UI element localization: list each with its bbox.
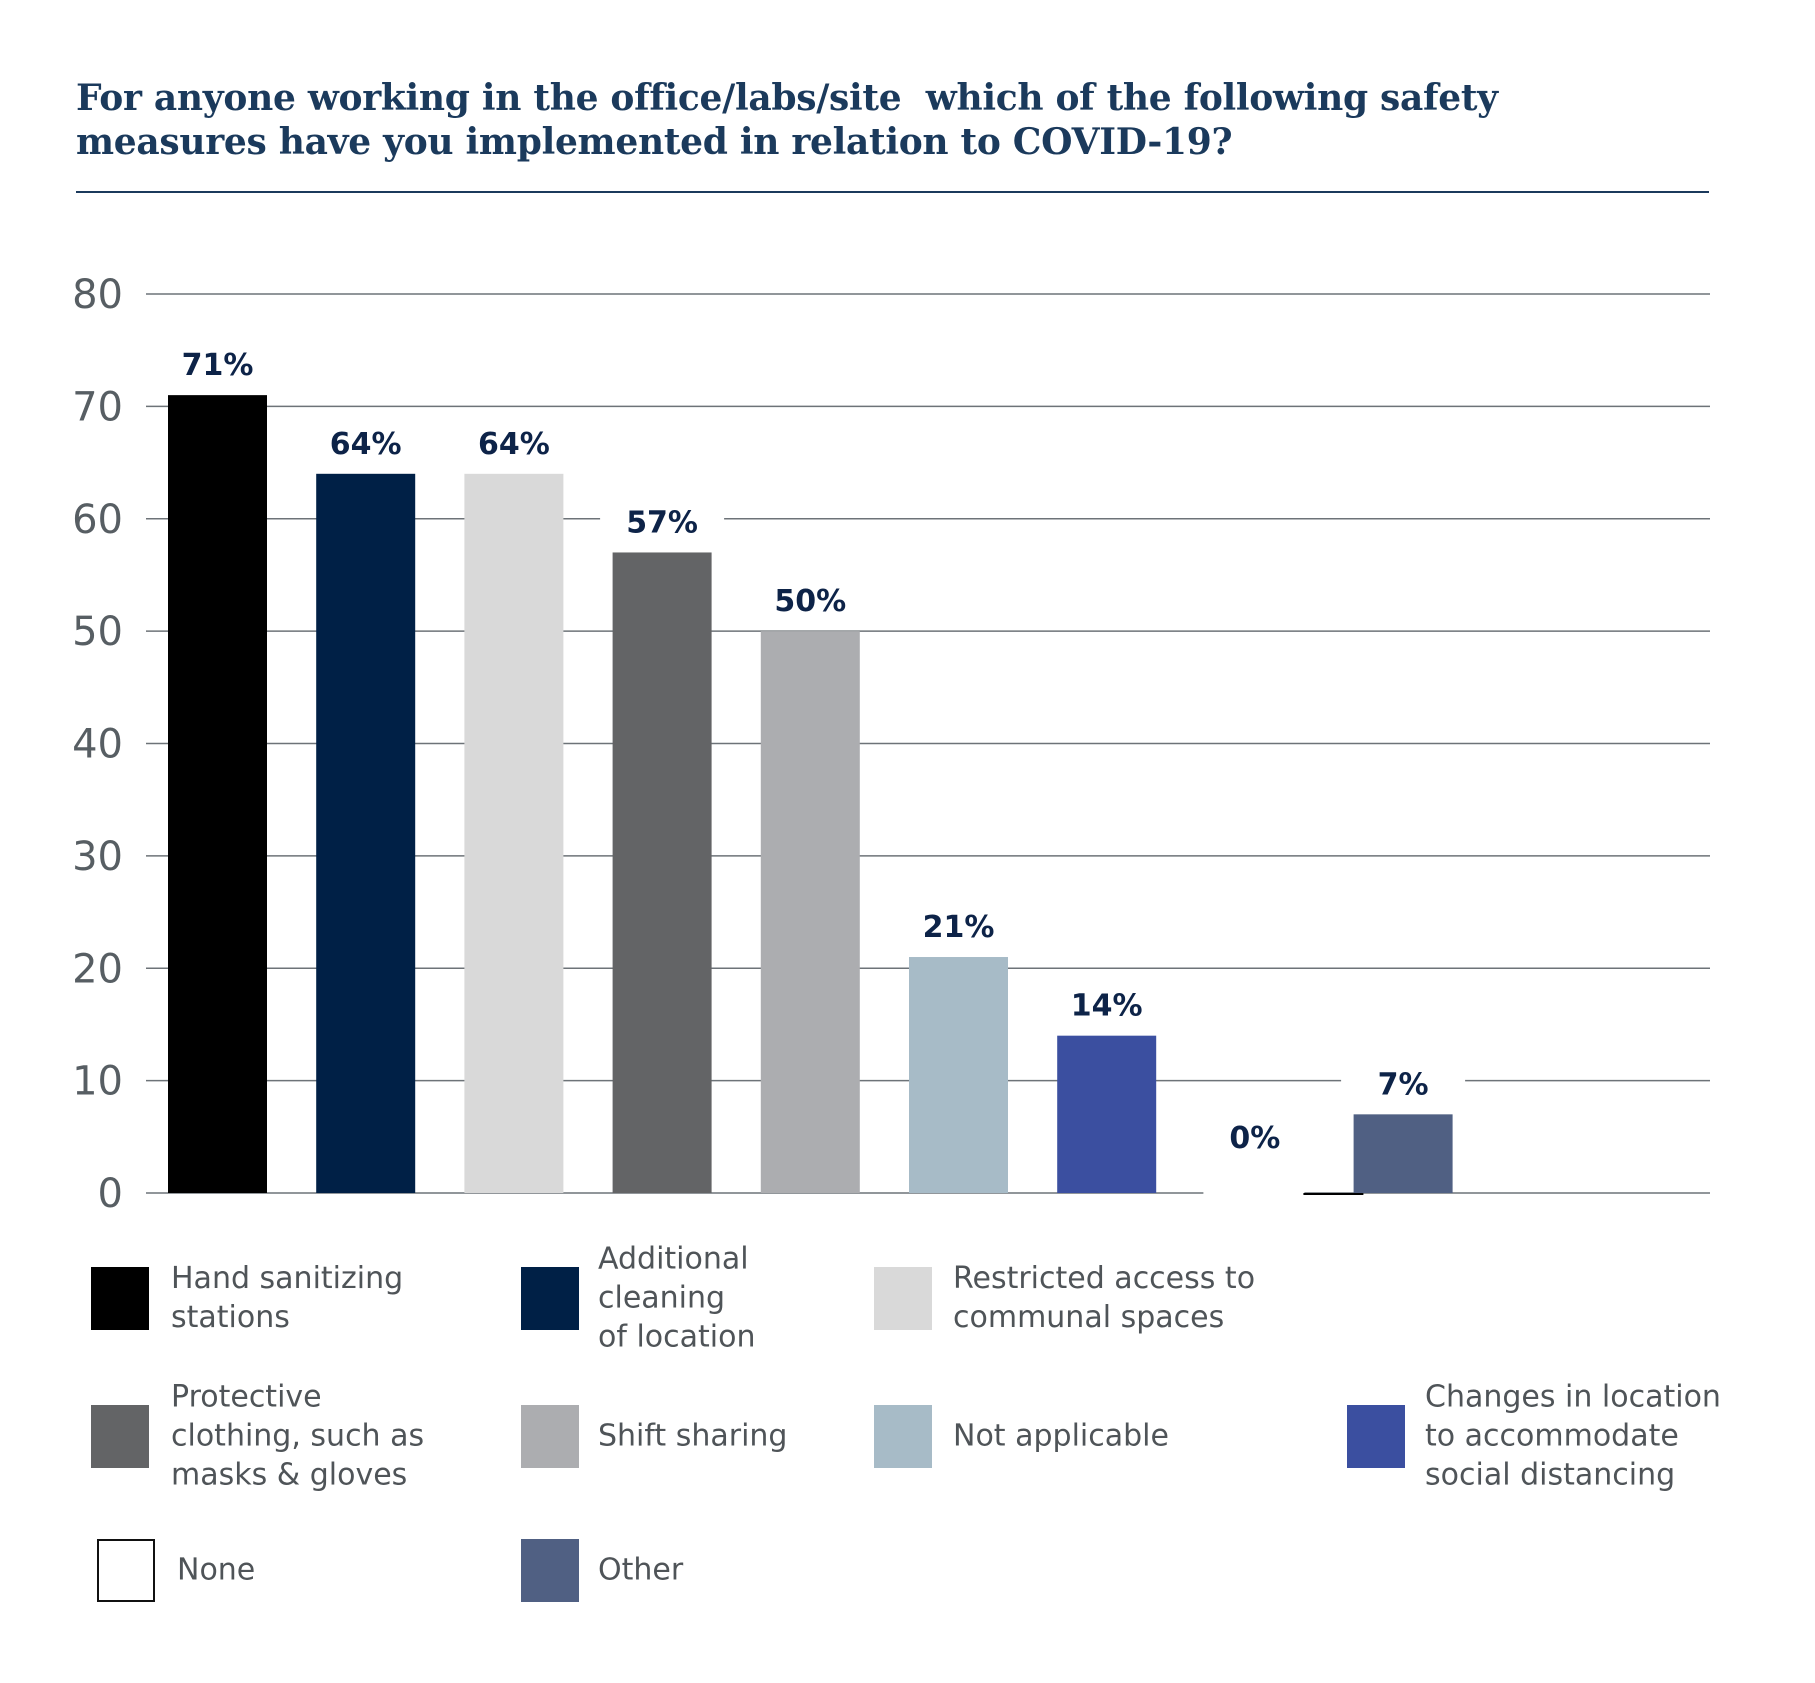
bar-label-background <box>600 498 725 545</box>
bar-data-labels: 71% 64% 64% 57% 50% 21% 14% 0% 7% <box>155 341 1466 1160</box>
bar <box>1203 1191 1305 1195</box>
bar-data-label: 57% <box>626 505 698 540</box>
bar-label-background <box>896 903 1021 950</box>
y-tick-label: 50 <box>72 609 123 655</box>
bar-data-label: 0% <box>1229 1121 1280 1156</box>
legend-label: None <box>177 1552 256 1588</box>
y-tick-label: 30 <box>72 834 123 880</box>
bar <box>316 473 416 1193</box>
bar-data-label: 50% <box>774 584 846 619</box>
legend-label: Additional cleaning of location <box>598 1241 756 1355</box>
bar-data-label: 64% <box>330 427 402 462</box>
chart-title-line-1: For anyone working in the office/labs/si… <box>76 77 1498 119</box>
bar-label-background <box>303 419 428 466</box>
chart-title: For anyone working in the office/labs/si… <box>76 76 1716 164</box>
bar-label-background <box>748 577 873 624</box>
bar-label-background <box>155 341 280 388</box>
legend-label: Not applicable <box>953 1418 1169 1454</box>
bar-label-background <box>451 419 576 466</box>
legend-label: Other <box>598 1552 684 1588</box>
bar <box>909 957 1008 1193</box>
legend-swatch <box>521 1405 579 1468</box>
y-tick-label: 80 <box>72 272 123 318</box>
legend-swatch <box>1347 1405 1405 1468</box>
legend-label: Restricted access to communal spaces <box>953 1261 1256 1335</box>
bar <box>464 473 564 1193</box>
y-axis-tick-labels: 0 10 20 30 40 50 60 70 80 <box>72 272 123 1217</box>
bar-data-label: 71% <box>182 348 254 383</box>
bars <box>168 395 1453 1195</box>
y-tick-label: 70 <box>72 384 123 430</box>
bar-label-background <box>1341 1060 1466 1107</box>
y-tick-label: 60 <box>72 497 123 543</box>
y-tick-label: 0 <box>98 1171 123 1217</box>
bar <box>168 395 267 1193</box>
bar-data-label: 14% <box>1071 989 1143 1024</box>
bar-label-background <box>1192 1114 1317 1160</box>
title-divider <box>76 191 1709 193</box>
bar-label-background <box>1044 981 1169 1028</box>
y-tick-label: 40 <box>72 722 123 768</box>
bar-data-label: 21% <box>923 910 995 945</box>
legend-swatch <box>91 1267 149 1330</box>
bar <box>1353 1114 1453 1193</box>
legend-swatch <box>521 1539 579 1602</box>
legend-swatch <box>97 1539 155 1602</box>
legend-label: Shift sharing <box>598 1418 788 1454</box>
legend-label: Changes in location to accommodate socia… <box>1425 1379 1721 1493</box>
bar <box>612 552 712 1193</box>
bar <box>760 631 860 1193</box>
legend-swatch <box>874 1267 932 1330</box>
y-tick-label: 10 <box>72 1059 123 1105</box>
bar-data-label: 64% <box>478 427 550 462</box>
bar-data-label: 7% <box>1378 1067 1429 1102</box>
legend-swatch <box>91 1405 149 1468</box>
y-tick-label: 20 <box>72 946 123 992</box>
bar <box>1057 1035 1157 1193</box>
legend-swatch <box>874 1405 932 1468</box>
legend-label: Protective clothing, such as masks & glo… <box>171 1379 425 1493</box>
legend-swatch <box>521 1267 579 1330</box>
legend-label: Hand sanitizing stations <box>171 1261 404 1335</box>
chart-title-line-2: measures have you implemented in relatio… <box>76 121 1233 163</box>
